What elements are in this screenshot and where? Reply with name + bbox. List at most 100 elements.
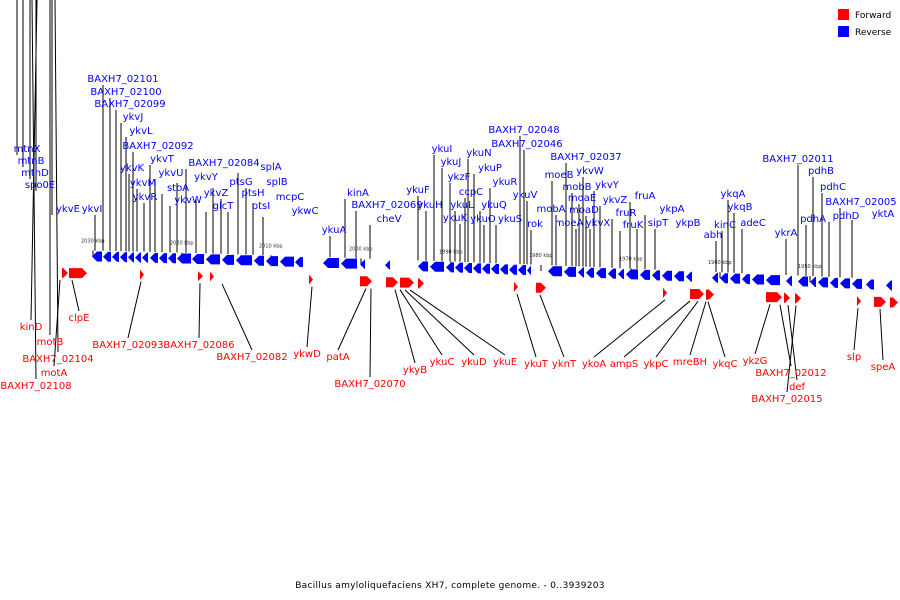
forward-gene-arrow	[418, 278, 424, 289]
reverse-gene-label: ykuA	[322, 225, 347, 236]
reverse-gene-arrow	[712, 272, 718, 283]
forward-gene-label: yknT	[552, 359, 577, 370]
label-leader-line	[53, 279, 61, 367]
reverse-gene-arrow	[222, 254, 234, 265]
reverse-gene-label: BAXH7_02011	[762, 154, 833, 165]
reverse-gene-arrow	[464, 263, 472, 274]
reverse-gene-arrow	[752, 274, 764, 285]
reverse-gene-arrow	[586, 267, 594, 278]
reverse-gene-label: ykuH	[417, 200, 442, 211]
reverse-gene-arrow	[295, 257, 303, 268]
reverse-gene-label: ykvE	[56, 204, 80, 215]
gene-arrows	[62, 251, 898, 308]
reverse-gene-label: BAXH7_02048	[488, 125, 559, 136]
forward-gene-arrow	[198, 271, 203, 282]
label-leader-line	[593, 299, 666, 358]
reverse-gene-arrow	[866, 279, 874, 290]
scale-tick-label: 1960 kbp	[708, 260, 732, 266]
reverse-gene-arrow	[798, 276, 808, 287]
reverse-gene-label: BAXH7_02100	[90, 87, 161, 98]
reverse-gene-arrow	[128, 252, 134, 263]
reverse-gene-label: mobA	[536, 204, 565, 215]
forward-gene-label: BAXH7_02108	[0, 381, 71, 392]
forward-gene-arrow	[663, 287, 667, 298]
reverse-gene-label: moeA	[555, 218, 584, 229]
reverse-gene-arrow	[742, 274, 750, 285]
label-leader-line	[754, 304, 771, 355]
legend-reverse-swatch	[838, 26, 849, 37]
forward-gene-label: ykuT	[524, 359, 549, 370]
reverse-gene-arrow	[177, 253, 191, 264]
forward-gene-label: speA	[871, 362, 896, 373]
forward-gene-arrow	[706, 289, 714, 300]
label-leader-line	[369, 288, 372, 378]
reverse-gene-arrow	[720, 273, 728, 284]
reverse-gene-arrow	[652, 270, 660, 281]
forward-gene-label: def	[789, 382, 806, 393]
label-leader-line	[404, 289, 475, 356]
forward-gene-arrow	[784, 292, 790, 303]
reverse-gene-label: ykvM	[130, 178, 156, 189]
forward-gene-arrow	[140, 269, 144, 280]
reverse-gene-label: ykvL	[129, 126, 153, 137]
reverse-gene-arrow	[766, 275, 780, 286]
reverse-gene-arrow	[323, 258, 339, 269]
reverse-gene-label: ykvJ	[123, 112, 144, 123]
reverse-gene-label: mobB	[562, 182, 591, 193]
legend-forward-swatch	[838, 9, 849, 20]
forward-gene-label: BAXH7_02093	[92, 340, 163, 351]
forward-gene-arrow	[795, 293, 801, 304]
reverse-gene-label: mtnD	[21, 168, 49, 179]
reverse-gene-arrow	[818, 277, 828, 288]
label-leader-line	[707, 301, 726, 358]
reverse-gene-label: yktA	[872, 209, 895, 220]
scale-tick-label: 1970 kbp	[619, 257, 643, 263]
reverse-gene-arrow	[103, 251, 111, 262]
reverse-gene-arrow	[564, 266, 576, 277]
reverse-gene-label: ykvZ	[603, 195, 628, 206]
forward-gene-arrow	[210, 271, 214, 282]
reverse-gene-arrow	[446, 262, 454, 273]
reverse-gene-arrow	[360, 259, 365, 270]
reverse-gene-arrow	[135, 252, 141, 263]
label-leader-line	[879, 309, 884, 361]
forward-gene-arrow	[874, 296, 886, 307]
reverse-gene-label: ykvW	[576, 166, 604, 177]
forward-gene-label: BAXH7_02086	[163, 340, 234, 351]
reverse-gene-arrow	[142, 252, 148, 263]
reverse-gene-arrow	[491, 264, 499, 275]
reverse-gene-arrow	[626, 269, 638, 280]
reverse-gene-arrow	[618, 268, 624, 279]
reverse-gene-label: ykqA	[721, 189, 746, 200]
reverse-gene-arrow	[548, 266, 562, 277]
scale-tick-label: 1990 kbp	[439, 250, 463, 256]
legend-reverse-label: Reverse	[855, 28, 892, 38]
reverse-gene-arrow	[150, 252, 158, 263]
reverse-gene-label: ykvZ	[204, 188, 229, 199]
reverse-gene-arrow	[473, 263, 481, 274]
label-leader-line	[399, 289, 443, 356]
reverse-gene-arrow	[236, 255, 252, 266]
reverse-gene-label: ykuI	[432, 144, 453, 155]
scale-tick-label: 2020 kbp	[170, 241, 194, 247]
label-leader-line	[54, 0, 59, 353]
reverse-gene-label: ykpB	[676, 218, 701, 229]
scale-tick-label: 2030 kbp	[81, 239, 105, 245]
reverse-gene-arrow	[92, 251, 102, 262]
reverse-gene-label: cheV	[377, 214, 402, 225]
reverse-gene-label: adeC	[740, 218, 766, 229]
reverse-gene-arrow	[500, 264, 508, 275]
label-leader-line	[198, 283, 201, 339]
reverse-gene-label: BAXH7_02069	[351, 200, 422, 211]
label-leader-line	[516, 293, 537, 358]
reverse-gene-label: abh	[704, 230, 723, 241]
reverse-gene-label: ykuN	[466, 148, 491, 159]
reverse-gene-label: ykuS	[498, 214, 522, 225]
reverse-gene-arrow	[608, 268, 616, 279]
reverse-gene-arrow	[168, 253, 176, 264]
forward-gene-label: BAXH7_02082	[216, 352, 287, 363]
reverse-gene-label: ykuO	[470, 214, 496, 225]
reverse-gene-arrow	[192, 253, 204, 264]
